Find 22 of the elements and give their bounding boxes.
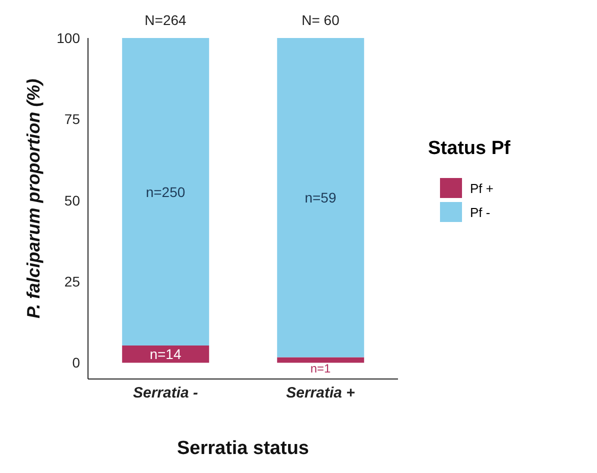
y-tick-label: 100 xyxy=(56,30,80,46)
bar xyxy=(277,38,364,358)
bar xyxy=(122,346,210,363)
annotation: n=14 xyxy=(150,346,182,362)
y-tick-label: 50 xyxy=(64,192,80,208)
bar xyxy=(277,357,364,363)
legend-label: Pf - xyxy=(470,204,490,220)
annotation: n=1 xyxy=(310,362,331,376)
bar xyxy=(122,38,210,346)
x-tick-label: Serratia + xyxy=(286,384,356,402)
x-tick-label: Serratia - xyxy=(132,384,198,402)
annotation: n=250 xyxy=(146,184,186,200)
x-axis-title: Serratia status xyxy=(176,438,310,459)
y-tick-label: 0 xyxy=(72,354,80,371)
y-tick-label: 25 xyxy=(64,274,80,290)
y-tick-label: 75 xyxy=(64,111,80,128)
legend-label: Pf + xyxy=(470,180,494,196)
annotation: N= 60 xyxy=(302,12,340,28)
legend-title: Status Pf xyxy=(428,138,510,160)
annotation: n=59 xyxy=(304,190,336,206)
annotation: N=264 xyxy=(144,12,187,28)
y-axis-title: P. falciparum proportion (%) xyxy=(23,78,44,318)
